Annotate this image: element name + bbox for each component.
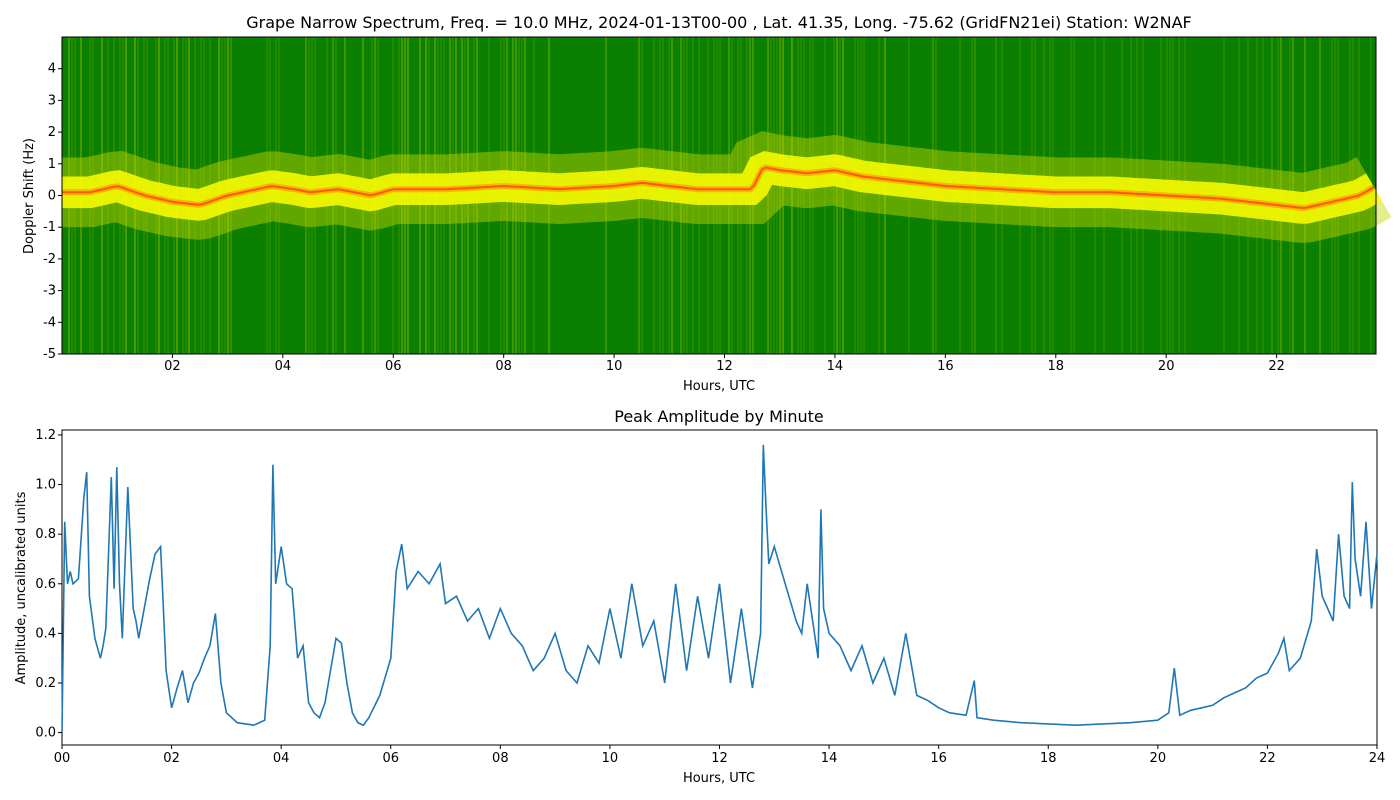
amplitude-x-tick-label: 18 <box>1040 751 1057 766</box>
spectrum-x-tick-label: 18 <box>1048 359 1065 374</box>
amplitude-series-line <box>61 444 1378 733</box>
amplitude-x-tick-label: 10 <box>602 751 619 766</box>
spectrum-x-tick-label: 06 <box>385 359 402 374</box>
amplitude-y-tick-label: 1.2 <box>35 428 56 443</box>
spectrogram-column <box>779 37 781 354</box>
spectrogram-column <box>767 37 769 354</box>
doppler-trace-core <box>62 166 1375 209</box>
spectrum-y-tick-label: -3 <box>43 284 56 299</box>
amplitude-x-tick-label: 06 <box>382 751 399 766</box>
spectrogram-column <box>809 37 811 354</box>
spectrum-y-tick-label: 3 <box>48 93 56 108</box>
amplitude-x-tick-label: 20 <box>1150 751 1167 766</box>
spectrum-x-tick-label: 14 <box>827 359 844 374</box>
spectrogram-column <box>776 37 778 354</box>
amplitude-x-tick-label: 14 <box>821 751 838 766</box>
spectrum-y-tick-label: 4 <box>48 62 56 77</box>
spectrum-y-tick-label: 1 <box>48 157 56 172</box>
spectrum-x-tick-label: 10 <box>606 359 623 374</box>
amplitude-x-tick-label: 22 <box>1259 751 1276 766</box>
amplitude-x-tick-label: 00 <box>54 751 71 766</box>
spectrum-x-tick-label: 04 <box>275 359 292 374</box>
spectrogram-column <box>863 37 865 354</box>
amplitude-y-tick-label: 0.8 <box>35 527 56 542</box>
spectrum-x-tick-label: 22 <box>1268 359 1285 374</box>
amplitude-title: Peak Amplitude by Minute <box>614 407 824 426</box>
spectrogram-column <box>812 37 814 354</box>
spectrogram-image <box>62 37 1392 354</box>
doppler-trace <box>62 131 1392 243</box>
spectrogram-column <box>854 37 856 354</box>
spectrum-x-tick-label: 20 <box>1158 359 1175 374</box>
amplitude-x-tick-label: 08 <box>492 751 509 766</box>
amplitude-x-tick-label: 16 <box>930 751 947 766</box>
amplitude-x-ticks: 00 02 04 06 08 10 12 14 16 18 20 22 24 <box>54 745 1386 766</box>
amplitude-x-label: Hours, UTC <box>683 771 755 786</box>
spectrum-title: Grape Narrow Spectrum, Freq. = 10.0 MHz,… <box>246 13 1192 32</box>
amplitude-y-tick-label: 0.2 <box>35 676 56 691</box>
amplitude-y-ticks: 0.0 0.2 0.4 0.6 0.8 1.0 1.2 <box>35 428 62 741</box>
spectrogram-column <box>791 37 793 354</box>
spectrogram-column <box>800 37 802 354</box>
spectrum-x-tick-label: 08 <box>495 359 512 374</box>
spectrum-y-tick-label: 0 <box>48 189 56 204</box>
spectrum-y-tick-label: -4 <box>43 315 56 330</box>
amplitude-y-label: Amplitude, uncalibrated units <box>14 491 29 684</box>
amplitude-x-tick-label: 24 <box>1369 751 1386 766</box>
spectrogram-column <box>782 37 784 354</box>
spectrogram-column <box>839 37 841 354</box>
spectrum-y-label: Doppler Shift (Hz) <box>22 138 37 254</box>
spectrum-x-tick-label: 16 <box>937 359 954 374</box>
spectrum-y-tick-label: -1 <box>43 220 56 235</box>
spectrogram-column <box>770 37 772 354</box>
amplitude-y-tick-label: 0.4 <box>35 626 56 641</box>
amplitude-y-tick-label: 1.0 <box>35 478 56 493</box>
spectrum-x-tick-label: 12 <box>716 359 733 374</box>
spectrogram-column <box>773 37 775 354</box>
spectrogram-column <box>857 37 859 354</box>
spectrogram-column <box>824 37 826 354</box>
spectrum-x-ticks: 02 04 06 08 10 12 14 16 18 20 22 <box>164 354 1285 374</box>
spectrogram-column <box>833 37 835 354</box>
spectrogram-column <box>860 37 862 354</box>
spectrogram-column <box>884 37 886 354</box>
spectrum-y-tick-label: -5 <box>43 347 56 362</box>
spectrogram-column <box>803 37 805 354</box>
spectrum-y-tick-label: 2 <box>48 125 56 140</box>
amplitude-x-tick-label: 12 <box>711 751 728 766</box>
spectrum-x-tick-label: 02 <box>164 359 181 374</box>
amplitude-x-tick-label: 02 <box>163 751 180 766</box>
spectrogram-column <box>797 37 799 354</box>
spectrogram-column <box>878 37 880 354</box>
amplitude-x-tick-label: 04 <box>273 751 290 766</box>
amplitude-y-tick-label: 0.6 <box>35 577 56 592</box>
spectrogram-column <box>842 37 844 354</box>
amplitude-y-tick-label: 0.0 <box>35 726 56 741</box>
spectrogram-column <box>836 37 838 354</box>
spectrum-x-label: Hours, UTC <box>683 379 755 394</box>
spectrum-y-ticks: -5 -4 -3 -2 -1 0 1 2 3 4 <box>43 62 62 362</box>
spectrum-y-tick-label: -2 <box>43 252 56 267</box>
